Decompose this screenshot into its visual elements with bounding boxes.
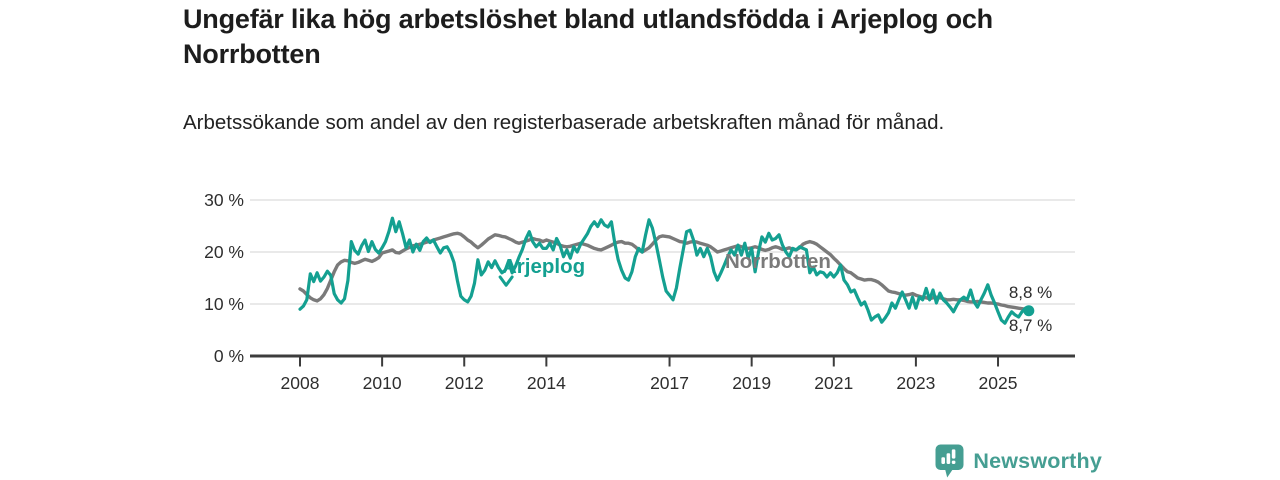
series-label-norrbotten: Norrbotten: [725, 250, 831, 273]
x-axis-tick-label: 2021: [814, 373, 853, 393]
series-line-arjeplog: [298, 216, 1031, 325]
x-axis-tick-label: 2025: [979, 373, 1018, 393]
newsworthy-brand-link[interactable]: Newsworthy: [935, 443, 1102, 479]
y-axis-tick-label: 0 %: [214, 346, 244, 366]
x-axis-tick-label: 2019: [732, 373, 771, 393]
x-axis-tick-label: 2023: [896, 373, 935, 393]
chart-title: Ungefär lika hög arbetslöshet bland utla…: [183, 4, 993, 69]
end-value-label-arjeplog: 8,7 %: [1009, 316, 1052, 335]
y-axis-tick-label: 30 %: [204, 190, 244, 210]
y-axis-tick-label: 10 %: [204, 294, 244, 314]
x-axis-tick-label: 2008: [281, 373, 320, 393]
chart-header: Ungefär lika hög arbetslöshet bland utla…: [183, 2, 1083, 72]
end-value-label-norrbotten: 8,8 %: [1009, 283, 1052, 302]
x-axis-tick-label: 2012: [445, 373, 484, 393]
arrow-down-icon: [498, 275, 514, 287]
x-axis-tick-label: 2017: [650, 373, 689, 393]
chart-subtitle: Arbetssökande som andel av den registerb…: [183, 111, 945, 134]
series-end-dot-arjeplog: [1023, 305, 1035, 317]
newsworthy-brand-name: Newsworthy: [973, 448, 1102, 473]
x-axis-tick-label: 2014: [527, 373, 566, 393]
y-axis-tick-label: 20 %: [204, 242, 244, 262]
series-label-arjeplog: Arjeplog: [502, 255, 585, 278]
newsworthy-logo-icon: [935, 444, 964, 477]
x-axis-tick-label: 2010: [363, 373, 402, 393]
